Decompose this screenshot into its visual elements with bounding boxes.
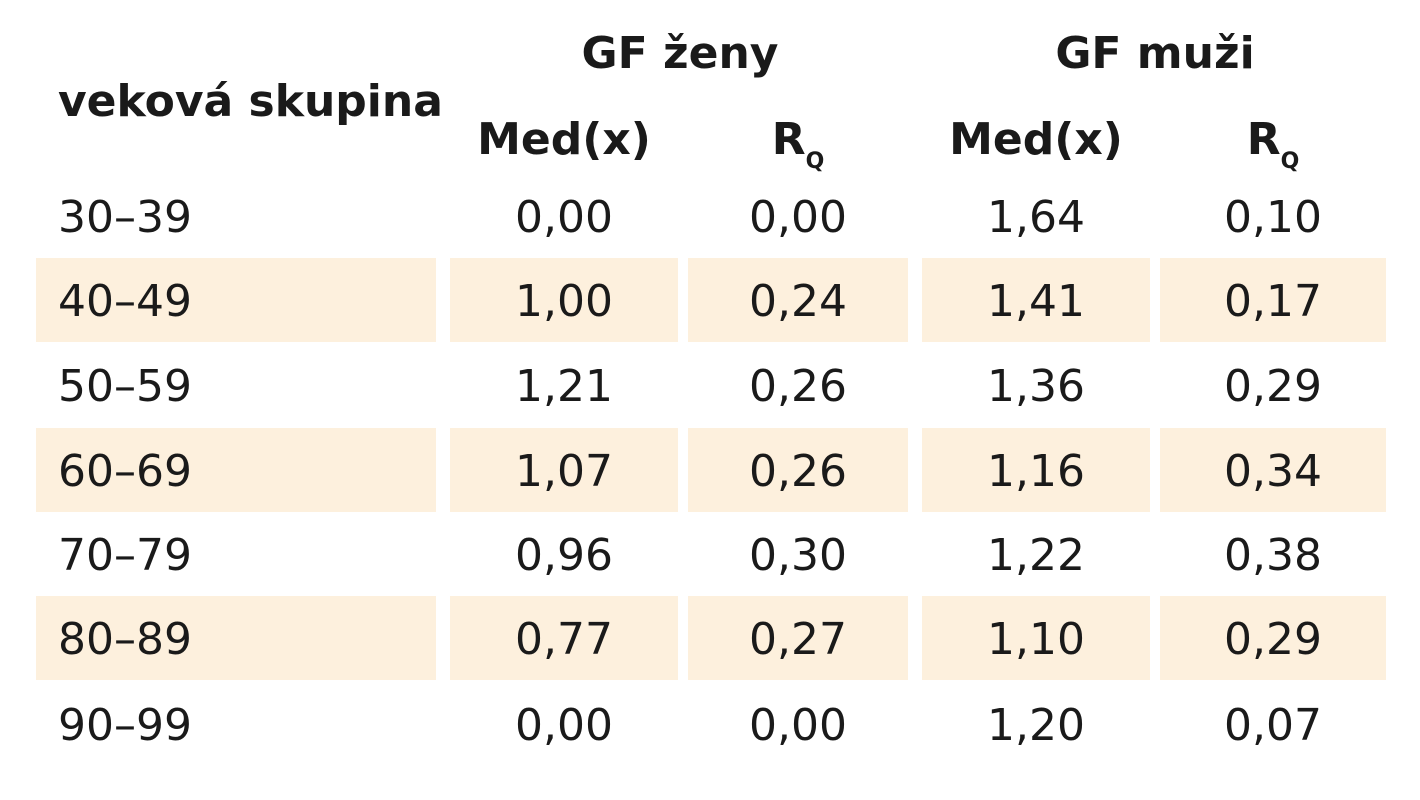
header-women-med: Med(x)	[477, 114, 651, 165]
women-rq-cell: 0,00	[749, 700, 847, 751]
row-shade	[688, 428, 908, 512]
rq-sub: Q	[805, 149, 825, 174]
row-shade	[922, 596, 1150, 680]
age-cell: 70–79	[58, 530, 192, 581]
header-men-med: Med(x)	[949, 114, 1123, 165]
men-med-cell: 1,41	[987, 276, 1085, 327]
men-med-cell: 1,16	[987, 446, 1085, 497]
row-shade	[688, 258, 908, 342]
men-rq-cell: 0,38	[1224, 530, 1322, 581]
age-cell: 50–59	[58, 361, 192, 412]
row-shade	[450, 428, 678, 512]
men-med-cell: 1,36	[987, 361, 1085, 412]
women-med-cell: 0,77	[515, 614, 613, 665]
men-med-cell: 1,22	[987, 530, 1085, 581]
rq-main: R	[771, 114, 806, 165]
header-men-rq: RQ	[1160, 118, 1386, 173]
women-rq-cell: 0,26	[749, 361, 847, 412]
men-med-cell: 1,10	[987, 614, 1085, 665]
women-med-cell: 1,00	[515, 276, 613, 327]
age-cell: 90–99	[58, 700, 192, 751]
women-med-cell: 0,00	[515, 700, 613, 751]
row-shade	[922, 258, 1150, 342]
row-shade	[1160, 428, 1386, 512]
men-rq-cell: 0,17	[1224, 276, 1322, 327]
women-med-cell: 0,96	[515, 530, 613, 581]
row-shade	[36, 596, 436, 680]
header-women-group: GF ženy	[581, 28, 779, 79]
row-shade	[450, 596, 678, 680]
women-rq-cell: 0,00	[749, 192, 847, 243]
header-women-rq: RQ	[688, 118, 908, 173]
men-rq-cell: 0,07	[1224, 700, 1322, 751]
row-shade	[1160, 258, 1386, 342]
men-rq-cell: 0,10	[1224, 192, 1322, 243]
row-shade	[1160, 596, 1386, 680]
row-shade	[922, 428, 1150, 512]
header-age-group: veková skupina	[58, 76, 443, 127]
age-cell: 30–39	[58, 192, 192, 243]
row-shade	[450, 258, 678, 342]
men-rq-cell: 0,29	[1224, 614, 1322, 665]
men-rq-cell: 0,34	[1224, 446, 1322, 497]
women-med-cell: 0,00	[515, 192, 613, 243]
age-cell: 60–69	[58, 446, 192, 497]
age-cell: 80–89	[58, 614, 192, 665]
women-rq-cell: 0,24	[749, 276, 847, 327]
row-shade	[36, 428, 436, 512]
row-shade	[36, 258, 436, 342]
women-med-cell: 1,07	[515, 446, 613, 497]
men-med-cell: 1,20	[987, 700, 1085, 751]
rq-main: R	[1246, 114, 1281, 165]
women-med-cell: 1,21	[515, 361, 613, 412]
women-rq-cell: 0,27	[749, 614, 847, 665]
header-men-group: GF muži	[1055, 28, 1255, 79]
rq-sub: Q	[1280, 149, 1300, 174]
row-shade	[688, 596, 908, 680]
women-rq-cell: 0,26	[749, 446, 847, 497]
women-rq-cell: 0,30	[749, 530, 847, 581]
men-med-cell: 1,64	[987, 192, 1085, 243]
age-cell: 40–49	[58, 276, 192, 327]
men-rq-cell: 0,29	[1224, 361, 1322, 412]
